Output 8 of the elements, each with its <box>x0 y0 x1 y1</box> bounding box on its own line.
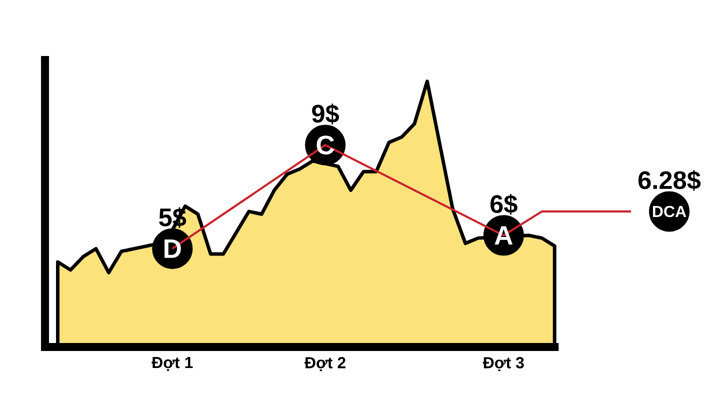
annotation: 6.28$ <box>638 170 701 191</box>
x-tick-label: Đợt 1 <box>152 357 193 371</box>
annotation: 6$ <box>490 194 518 215</box>
annotation: 9$ <box>312 104 339 124</box>
annotation: D <box>164 240 181 258</box>
x-tick-label: Đợt 3 <box>482 357 524 372</box>
x-tick-label: Đợt 2 <box>304 357 346 372</box>
annotation: DCA <box>653 206 686 218</box>
